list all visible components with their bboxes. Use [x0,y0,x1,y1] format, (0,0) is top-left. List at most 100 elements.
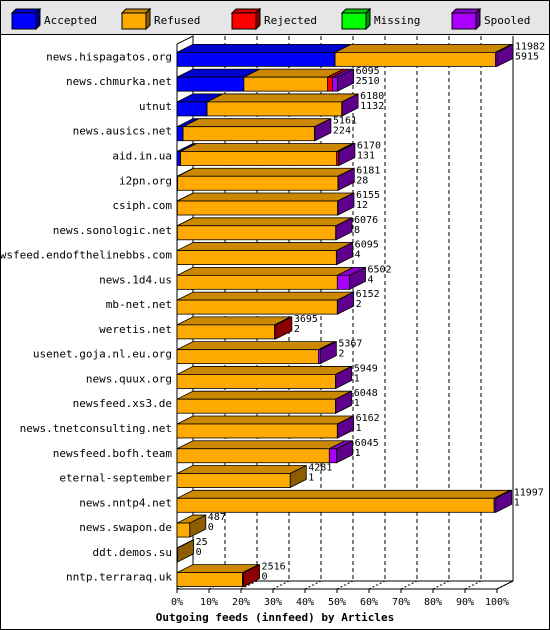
bar-top-refused [182,118,331,128]
bar-top-refused [176,489,511,499]
bar-segment-refused [176,225,337,241]
legend-swatch-side [145,7,151,31]
bar-segment-refused [182,126,316,142]
offered-value-label: 6502 [367,264,391,275]
legend-label: Refused [154,14,200,27]
category-label: news.sonologic.net [53,224,172,237]
category-label: news.quux.org [86,372,172,385]
accepted-value-label: 12 [356,200,368,211]
offered-value-label: 5949 [354,363,378,374]
bar-segment-refused [176,398,336,414]
legend: Accepted Refused Rejected Missing Spooled [10,7,530,31]
bar-side [341,93,359,117]
bar-side [319,341,337,365]
bar-row [176,142,356,167]
category-label: newsfeed.bofh.team [53,447,173,460]
legend-swatch [451,12,477,30]
legend-swatch [341,12,367,30]
bar-segment-refused [206,101,343,117]
bar-side [337,68,355,92]
x-tick-label: 30% [264,597,282,608]
offered-value-label: 6095 [355,240,379,251]
bar-top-refused [180,143,353,152]
offered-value-label: 11997 [514,487,544,498]
bar-segment-refused [176,200,339,216]
bar-segment-refused [243,76,328,92]
accepted-value-label: 1 [356,423,362,434]
category-label: news.swapon.de [79,521,172,534]
bar-side [337,167,355,191]
bar-segment-refused [176,423,338,439]
bar-row [176,539,195,563]
offered-value-label: 6181 [356,165,380,176]
bar-side [189,514,207,538]
bar-top-refused [206,93,358,103]
x-tick-label: 90% [456,597,474,608]
accepted-value-label: 4 [367,274,373,285]
legend-swatch-top [450,8,482,14]
floor-gridline [304,580,322,590]
category-label: csiph.com [112,199,172,212]
bar-top-refused [176,415,354,425]
bar-side [349,266,366,290]
bar-segment-spooled [332,76,339,92]
x-tick-label: 10% [200,597,218,608]
category-label: usenet.goja.nl.eu.org [33,348,172,361]
bar-row [176,93,359,117]
category-label: aid.in.ua [112,149,172,162]
offered-value-label: 6095 [356,66,380,77]
bar-row [176,43,514,68]
bar-segment-spooled [328,448,338,464]
x-tick-label: 20% [232,597,250,608]
bar-top-refused [177,167,355,177]
bar-segment-refused [176,374,336,389]
legend-swatch-side [35,7,41,31]
x-tick-label: 60% [360,597,378,608]
category-label: weretis.net [99,323,172,336]
bar-side [335,390,353,414]
bar-side [337,192,355,216]
offered-value-label: 6152 [356,289,380,300]
bar-side [338,142,356,167]
x-tick-label: 70% [392,597,410,608]
offered-value-label: 4281 [308,463,332,474]
bar-segment-refused [176,572,243,588]
bar-side [289,464,307,489]
floor-gridline [400,580,418,590]
accepted-value-label: 8 [354,225,360,236]
accepted-value-label: 1 [514,497,520,508]
bar-segment-refused [177,175,339,191]
legend-swatch [231,12,257,30]
bar-segment-refused [176,448,330,464]
bar-top-refused [176,465,307,474]
value-labels: 1198259156095251061801132516122461701316… [196,41,545,582]
bar-segment-spooled [336,274,350,290]
offered-value-label: 6076 [354,215,378,226]
offered-value-label: 3695 [294,314,318,325]
legend-label: Accepted [44,14,97,27]
offered-value-label: 5367 [338,339,362,350]
bar-segment-refused [176,473,291,488]
bar-side [336,440,354,464]
category-labels: news.hispagatos.org news.chmurka.net utnut… [0,50,172,583]
accepted-value-label: 28 [356,175,368,186]
accepted-value-label: 2 [294,324,300,335]
bar-row [176,291,355,315]
bar-top-refused [176,390,352,400]
accepted-value-label: 224 [333,126,351,137]
bar-row [176,489,513,513]
offered-value-label: 11982 [515,41,545,52]
bar-row [176,440,354,464]
legend-swatch-side [365,7,371,31]
accepted-value-label: 131 [357,150,375,161]
category-label: news.nntp4.net [79,496,172,509]
accepted-value-label: 1 [355,448,361,459]
floor-gridline [240,580,258,590]
offered-value-label: 2516 [262,562,286,573]
bar-segment-accepted [176,76,245,92]
accepted-value-label: 0 [208,522,214,533]
bar-segment-refused [176,299,338,315]
category-label: ddt.demos.su [93,546,172,559]
legend-label: Spooled [484,14,530,27]
x-tick-label: 100% [485,597,509,608]
